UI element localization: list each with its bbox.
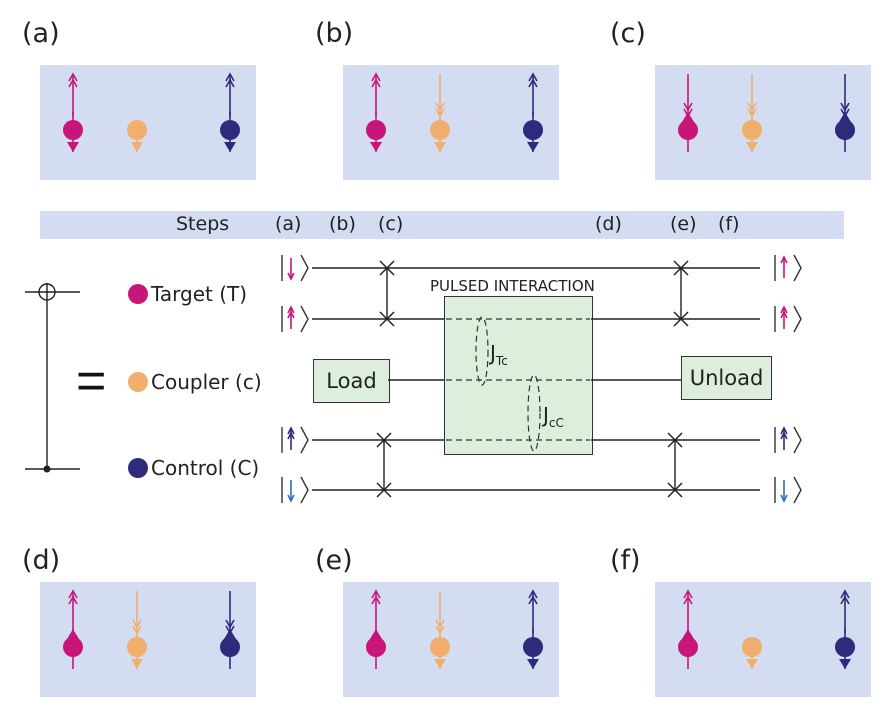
step-label-f: (f)	[718, 213, 740, 235]
panel-d	[40, 582, 256, 697]
legend-coupler: Coupler (c)	[151, 370, 262, 394]
unload-box: Unload	[681, 356, 772, 400]
panel-label-e: (e)	[315, 545, 353, 576]
input-kets	[281, 254, 309, 504]
equals-sign: =	[76, 352, 107, 410]
steps-bar	[40, 211, 844, 239]
panel-label-c: (c)	[610, 18, 646, 49]
step-label-e: (e)	[670, 213, 697, 235]
panel-b	[343, 65, 559, 180]
coupler-dot-icon	[128, 372, 148, 392]
panel-label-b: (b)	[315, 18, 354, 49]
panel-label-f: (f)	[610, 545, 641, 576]
step-label-a: (a)	[275, 213, 302, 235]
coupling-j-cc: JcC	[543, 403, 564, 430]
panel-c	[655, 65, 871, 180]
panel-f	[655, 582, 871, 697]
coupling-j-cc-main: J	[543, 403, 549, 427]
cnot-gate-symbol	[25, 283, 80, 473]
coupling-j-tc-sub: Tc	[495, 354, 508, 368]
step-label-d: (d)	[595, 213, 622, 235]
step-label-c: (c)	[378, 213, 404, 235]
output-kets	[774, 254, 802, 504]
coupling-j-cc-sub: cC	[548, 416, 564, 430]
coupling-j-tc-main: J	[490, 341, 496, 365]
panel-label-d: (d)	[22, 545, 61, 576]
panel-label-a: (a)	[22, 18, 60, 49]
panel-a	[40, 65, 256, 180]
steps-title: Steps	[176, 213, 230, 235]
target-dot-icon	[128, 284, 148, 304]
panel-e	[343, 582, 559, 697]
control-dot-icon	[128, 458, 148, 478]
step-label-b: (b)	[329, 213, 356, 235]
load-box: Load	[313, 359, 390, 403]
pulsed-interaction-label: PULSED INTERACTION	[430, 277, 595, 295]
coupling-j-tc: JTc	[490, 341, 508, 368]
legend-control: Control (C)	[151, 456, 260, 480]
legend-target: Target (T)	[151, 282, 248, 306]
pulsed-interaction-box	[444, 296, 593, 455]
